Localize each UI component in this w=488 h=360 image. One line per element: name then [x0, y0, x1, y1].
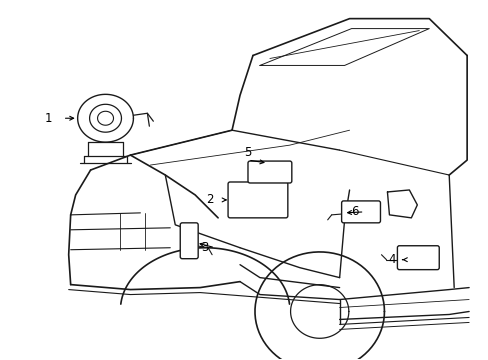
Text: 2: 2 — [206, 193, 213, 206]
FancyBboxPatch shape — [247, 161, 291, 183]
FancyBboxPatch shape — [180, 223, 198, 259]
FancyBboxPatch shape — [227, 182, 287, 218]
Text: 4: 4 — [388, 253, 395, 266]
Text: 3: 3 — [201, 241, 208, 254]
Text: 5: 5 — [244, 145, 251, 159]
FancyBboxPatch shape — [397, 246, 438, 270]
Text: 1: 1 — [45, 112, 52, 125]
Text: 6: 6 — [350, 205, 358, 219]
FancyBboxPatch shape — [341, 201, 380, 223]
